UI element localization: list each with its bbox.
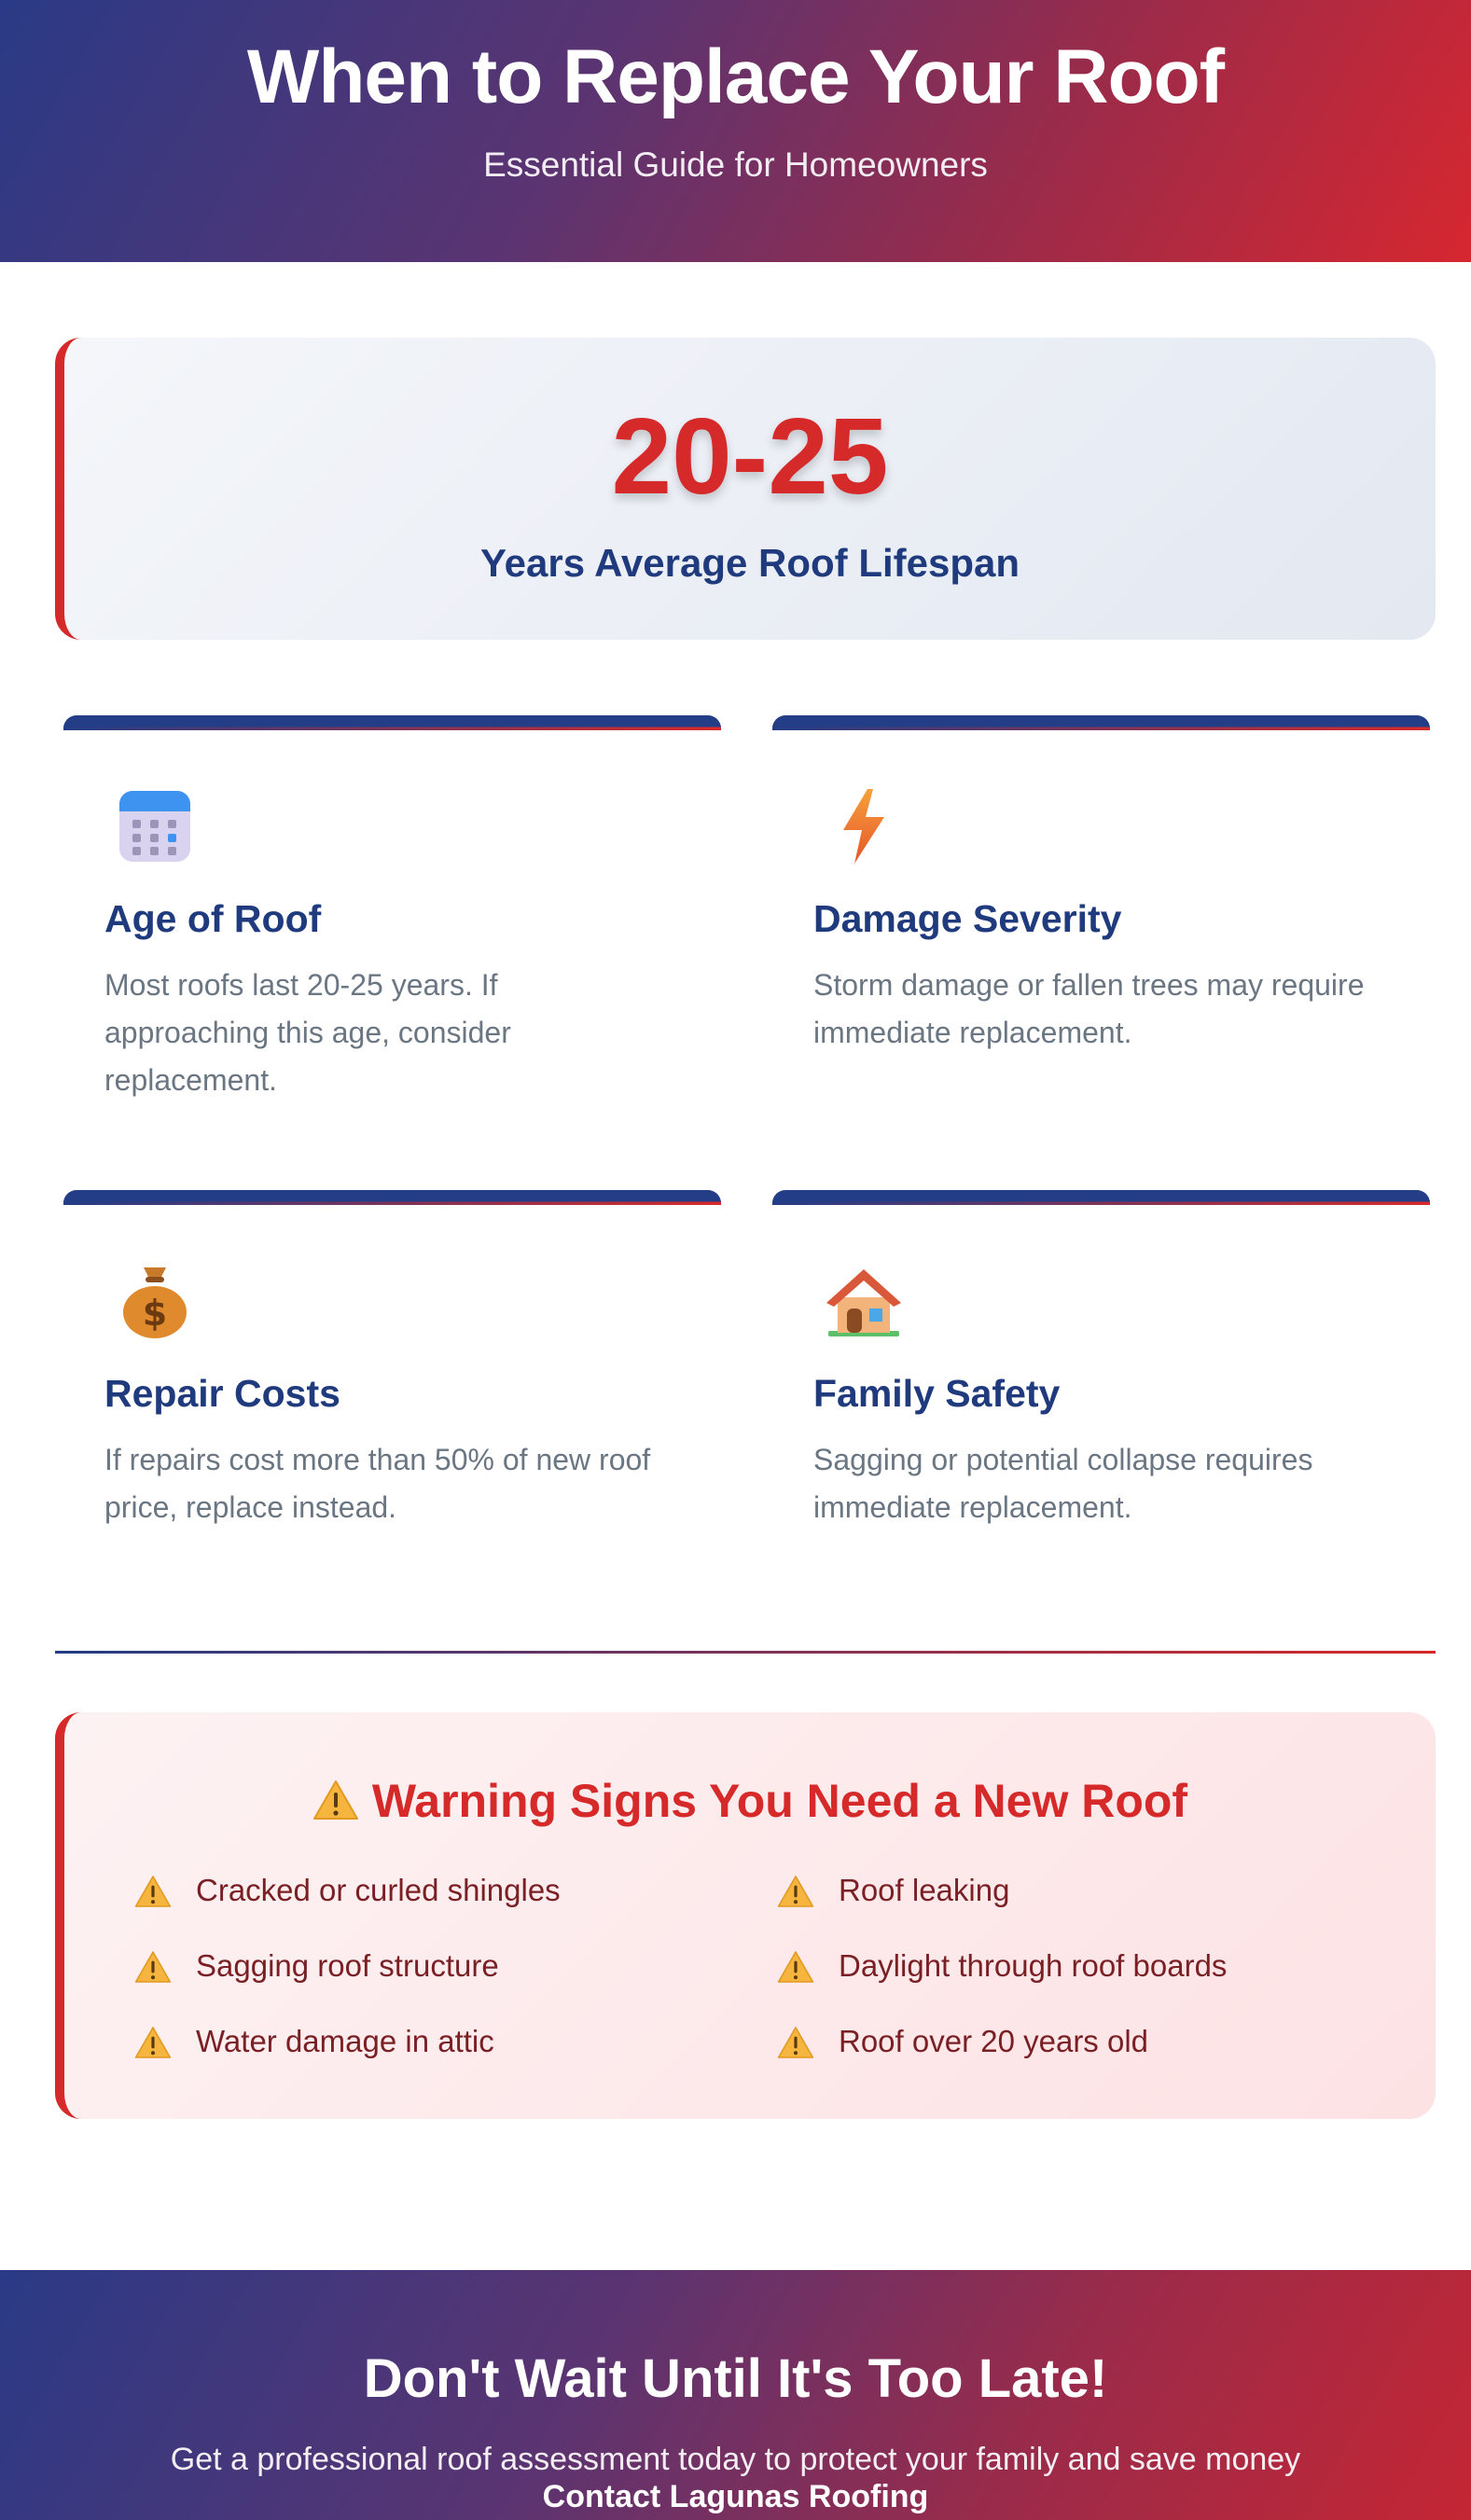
lifespan-stat-card: 20-25 Years Average Roof Lifespan xyxy=(55,338,1436,640)
warning-item-text: Daylight through roof boards xyxy=(839,1948,1228,1983)
warning-icon xyxy=(777,1875,814,1916)
cta-footer: Don't Wait Until It's Too Late! Get a pr… xyxy=(0,2270,1471,2520)
warning-signs-title: Warning Signs You Need a New Roof xyxy=(64,1774,1436,1832)
warning-icon xyxy=(777,2026,814,2067)
feature-title: Damage Severity xyxy=(813,897,1122,940)
warning-icon xyxy=(777,1950,814,1991)
svg-text:$: $ xyxy=(143,1293,167,1334)
lightning-icon xyxy=(823,785,905,867)
feature-card-safety: Family Safety Sagging or potential colla… xyxy=(772,1190,1430,1600)
hero-banner: When to Replace Your Roof Essential Guid… xyxy=(0,0,1471,262)
feature-card-accent xyxy=(772,715,1430,730)
cta-text: Get a professional roof assessment today… xyxy=(170,2442,1301,2477)
feature-card-accent xyxy=(772,1190,1430,1205)
contact-link[interactable]: Contact Lagunas Roofing xyxy=(542,2479,929,2514)
warning-icon xyxy=(134,2026,172,2067)
page-subtitle: Essential Guide for Homeowners xyxy=(483,145,988,184)
section-divider xyxy=(55,1651,1436,1654)
money-bag-icon: $ xyxy=(114,1260,196,1342)
warning-icon xyxy=(312,1778,359,1832)
feature-title: Family Safety xyxy=(813,1372,1061,1415)
feature-card-accent xyxy=(63,715,721,730)
warning-item-text: Roof leaking xyxy=(839,1873,1010,1907)
warning-item-text: Roof over 20 years old xyxy=(839,2024,1149,2058)
feature-description: Most roofs last 20-25 years. If approach… xyxy=(104,968,511,1097)
feature-description: If repairs cost more than 50% of new roo… xyxy=(104,1443,651,1524)
feature-card-damage: Damage Severity Storm damage or fallen t… xyxy=(772,715,1430,1126)
lifespan-label: Years Average Roof Lifespan xyxy=(479,541,1020,585)
cta-title: Don't Wait Until It's Too Late! xyxy=(363,2348,1108,2409)
warning-icon xyxy=(134,1950,172,1991)
warning-signs-card: Warning Signs You Need a New Roof Cracke… xyxy=(55,1712,1436,2119)
feature-card-costs: $ Repair Costs If repairs cost more than… xyxy=(63,1190,721,1600)
feature-description: Sagging or potential collapse requires i… xyxy=(813,1443,1313,1524)
page-title: When to Replace Your Roof xyxy=(246,35,1225,119)
feature-title: Age of Roof xyxy=(104,897,322,940)
feature-description: Storm damage or fallen trees may require… xyxy=(813,968,1365,1049)
lifespan-number: 20-25 xyxy=(611,395,889,517)
feature-card-age: Age of Roof Most roofs last 20-25 years.… xyxy=(63,715,721,1126)
calendar-icon xyxy=(114,785,196,867)
house-icon xyxy=(823,1260,905,1342)
feature-card-accent xyxy=(63,1190,721,1205)
warning-item-text: Water damage in attic xyxy=(196,2024,494,2058)
warning-icon xyxy=(134,1875,172,1916)
feature-title: Repair Costs xyxy=(104,1372,340,1415)
warning-item-text: Sagging roof structure xyxy=(196,1948,499,1983)
warning-signs-title-text: Warning Signs You Need a New Roof xyxy=(371,1775,1188,1827)
warning-item-text: Cracked or curled shingles xyxy=(196,1873,561,1907)
